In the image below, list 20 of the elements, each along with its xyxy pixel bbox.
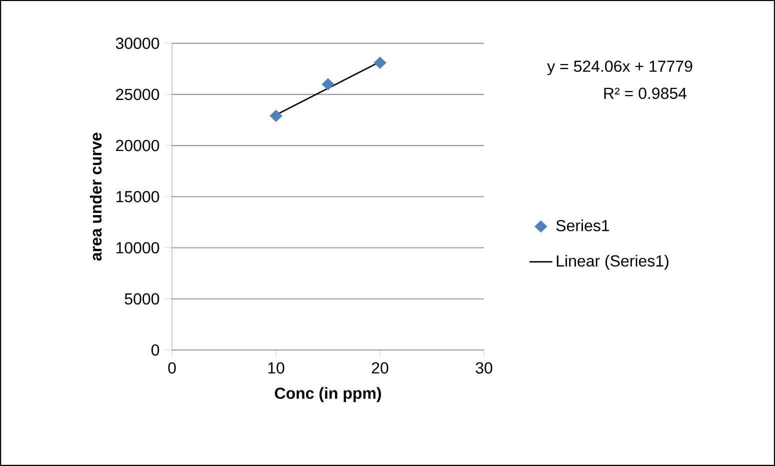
y-tick-label: 20000 xyxy=(116,140,160,152)
y-axis-title: area under curve xyxy=(90,132,102,261)
legend-label: Series1 xyxy=(556,220,610,232)
x-tick-label: 30 xyxy=(476,362,492,374)
x-tick-label: 0 xyxy=(168,362,176,374)
y-tick-label: 0 xyxy=(151,344,160,356)
x-tick-label: 10 xyxy=(268,362,284,374)
y-tick-label: 5000 xyxy=(124,293,160,305)
x-tick-label: 20 xyxy=(372,362,388,374)
point xyxy=(374,56,386,69)
text: R² = 0.9854 xyxy=(604,88,687,99)
y-tick-label: 25000 xyxy=(116,88,160,100)
point xyxy=(270,110,282,122)
text: y = 524.06x + 17779 xyxy=(547,60,692,76)
legend-label: Linear (Series1) xyxy=(556,254,668,270)
y-tick-label: 10000 xyxy=(116,242,160,254)
y-tick-label: 15000 xyxy=(116,190,160,202)
y-tick-label: 30000 xyxy=(116,38,160,49)
x-axis-title: Conc (in ppm) xyxy=(274,387,381,402)
point xyxy=(322,78,334,90)
